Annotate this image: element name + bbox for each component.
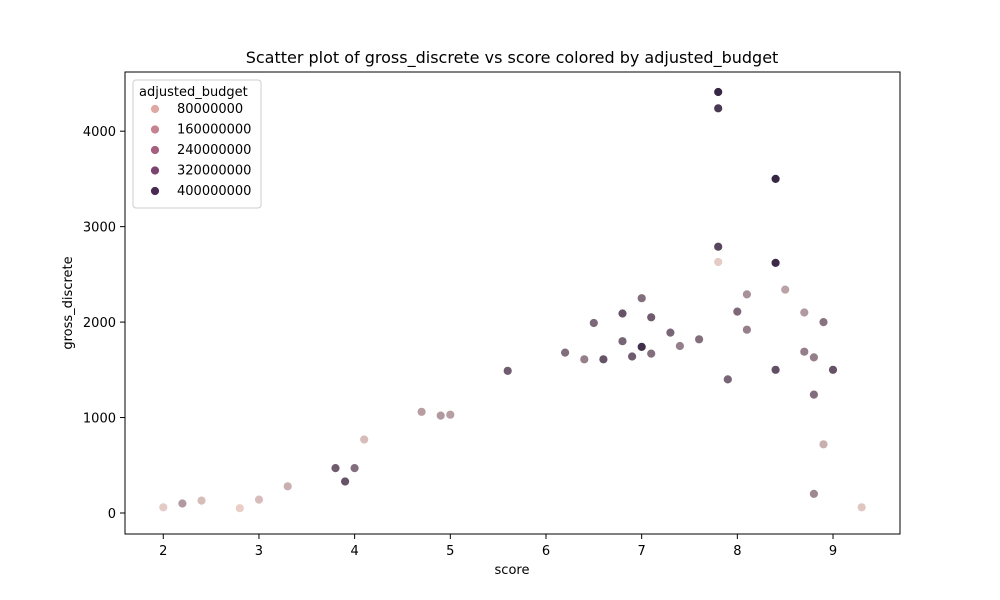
data-point: [665, 327, 676, 338]
legend-marker: [150, 104, 160, 114]
data-point: [636, 341, 647, 352]
x-tick-label: 8: [733, 544, 741, 559]
legend-label: 400000000: [177, 184, 251, 199]
data-point: [713, 87, 724, 97]
x-tick-label: 9: [829, 544, 837, 559]
data-point: [234, 503, 245, 514]
data-points: [158, 87, 867, 514]
legend-label: 80000000: [177, 102, 243, 117]
y-tick-label: 0: [108, 507, 116, 522]
data-point: [818, 317, 829, 328]
legend-label: 160000000: [177, 123, 251, 138]
data-point: [598, 354, 609, 365]
data-point: [177, 498, 188, 509]
data-point: [158, 502, 169, 513]
data-point: [646, 348, 657, 359]
data-point: [713, 103, 724, 114]
legend-title: adjusted_budget: [139, 85, 248, 100]
legend-label: 240000000: [177, 143, 251, 158]
data-point: [780, 284, 791, 295]
data-point: [856, 502, 867, 513]
legend-items: 80000000 160000000 240000000 320000000 40000…: [150, 102, 251, 199]
x-tick-label: 6: [542, 544, 550, 559]
data-point: [722, 374, 733, 385]
data-point: [818, 439, 829, 450]
x-tick-label: 5: [446, 544, 454, 559]
legend: adjusted_budget 80000000 160000000 2400000…: [132, 79, 262, 209]
data-point: [694, 334, 704, 345]
data-point: [282, 481, 293, 492]
data-point: [445, 409, 456, 420]
x-tick-label: 2: [159, 544, 167, 559]
data-point: [196, 495, 207, 506]
data-point: [416, 406, 427, 417]
data-point: [770, 173, 781, 184]
data-point: [579, 354, 590, 365]
data-point: [799, 346, 810, 357]
y-tick-label: 3000: [83, 221, 116, 236]
data-point: [617, 336, 628, 347]
data-point: [809, 488, 819, 499]
y-axis-ticks: 0 1000 2000 3000 4000: [83, 125, 125, 522]
legend-label: 320000000: [177, 164, 251, 179]
data-point: [828, 364, 838, 375]
data-point: [809, 389, 819, 400]
x-tick-label: 7: [638, 544, 646, 559]
legend-marker: [150, 165, 160, 176]
data-point: [742, 324, 752, 335]
data-point: [330, 463, 341, 474]
data-point: [713, 241, 724, 252]
y-tick-label: 1000: [83, 412, 116, 427]
data-point: [675, 341, 685, 351]
data-point: [636, 293, 647, 304]
y-axis-title: gross_discrete: [61, 256, 76, 349]
data-point: [502, 365, 513, 376]
data-point: [349, 463, 360, 474]
data-point: [809, 352, 819, 363]
data-point: [254, 494, 264, 505]
chart-title: Scatter plot of gross_discrete vs score …: [246, 48, 779, 68]
y-tick-label: 2000: [83, 316, 116, 331]
data-point: [560, 347, 570, 358]
x-axis-title: score: [495, 563, 530, 578]
data-point: [617, 308, 628, 319]
data-point: [588, 318, 599, 328]
y-tick-label: 4000: [83, 125, 116, 140]
x-tick-label: 4: [350, 544, 358, 559]
data-point: [742, 289, 752, 300]
data-point: [770, 257, 781, 268]
data-point: [435, 410, 446, 421]
legend-marker: [150, 186, 160, 196]
data-point: [627, 351, 637, 362]
data-point: [340, 476, 351, 487]
data-point: [799, 307, 810, 318]
data-point: [770, 364, 781, 375]
legend-marker: [150, 145, 160, 155]
data-point: [646, 312, 657, 323]
data-point: [713, 257, 724, 267]
data-point: [359, 434, 370, 445]
data-point: [732, 306, 743, 317]
legend-box: [132, 79, 262, 209]
x-axis-ticks: 2 3 4 5 6 7 8 9: [159, 534, 837, 559]
legend-marker: [150, 124, 160, 135]
x-tick-label: 3: [255, 544, 263, 559]
